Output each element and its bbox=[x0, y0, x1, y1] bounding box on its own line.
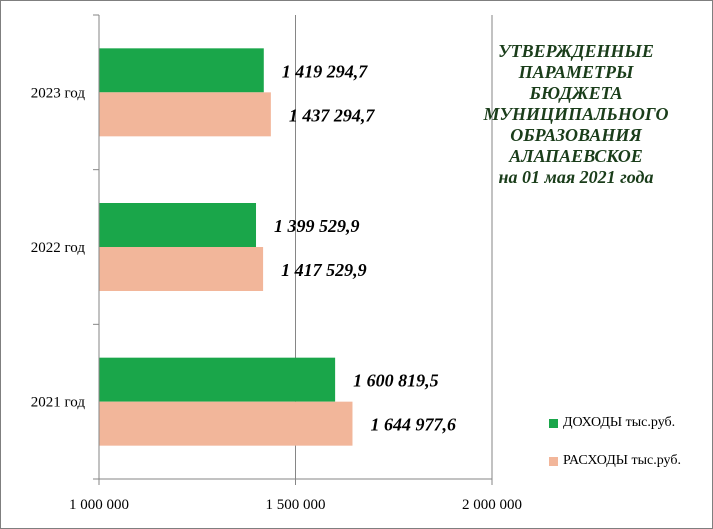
data-label: 1 600 819,5 bbox=[353, 371, 439, 391]
data-label: 1 399 529,9 bbox=[274, 216, 360, 236]
bar-expense bbox=[99, 247, 264, 291]
x-tick-label: 1 000 000 bbox=[69, 497, 129, 513]
legend-item-income: ДОХОДЫ тыс.руб. bbox=[549, 415, 675, 431]
data-label: 1 417 529,9 bbox=[281, 260, 367, 280]
legend-label-expense: РАСХОДЫ тыс.руб. bbox=[563, 453, 681, 468]
category-label: 2023 год bbox=[31, 85, 86, 101]
bar-income bbox=[99, 357, 336, 402]
category-label: 2021 год bbox=[31, 395, 86, 411]
x-tick-label: 2 000 000 bbox=[462, 497, 522, 513]
data-label: 1 437 294,7 bbox=[289, 105, 376, 125]
bar-income bbox=[99, 48, 264, 93]
category-label: 2022 год bbox=[31, 240, 86, 256]
bar-income bbox=[99, 203, 257, 247]
data-label: 1 419 294,7 bbox=[282, 61, 369, 81]
bar-expense bbox=[99, 92, 271, 137]
x-tick-label: 1 500 000 bbox=[266, 497, 326, 513]
bar-expense bbox=[99, 401, 353, 446]
legend-item-expense: РАСХОДЫ тыс.руб. bbox=[549, 453, 681, 469]
legend-label-income: ДОХОДЫ тыс.руб. bbox=[563, 415, 676, 430]
legend-swatch-expense bbox=[549, 456, 558, 466]
legend-swatch-income bbox=[549, 418, 558, 428]
chart-title: УТВЕРЖДЕННЫЕ ПАРАМЕТРЫ БЮДЖЕТА МУНИЦИПАЛ… bbox=[483, 41, 669, 187]
data-label: 1 644 977,6 bbox=[370, 415, 456, 435]
